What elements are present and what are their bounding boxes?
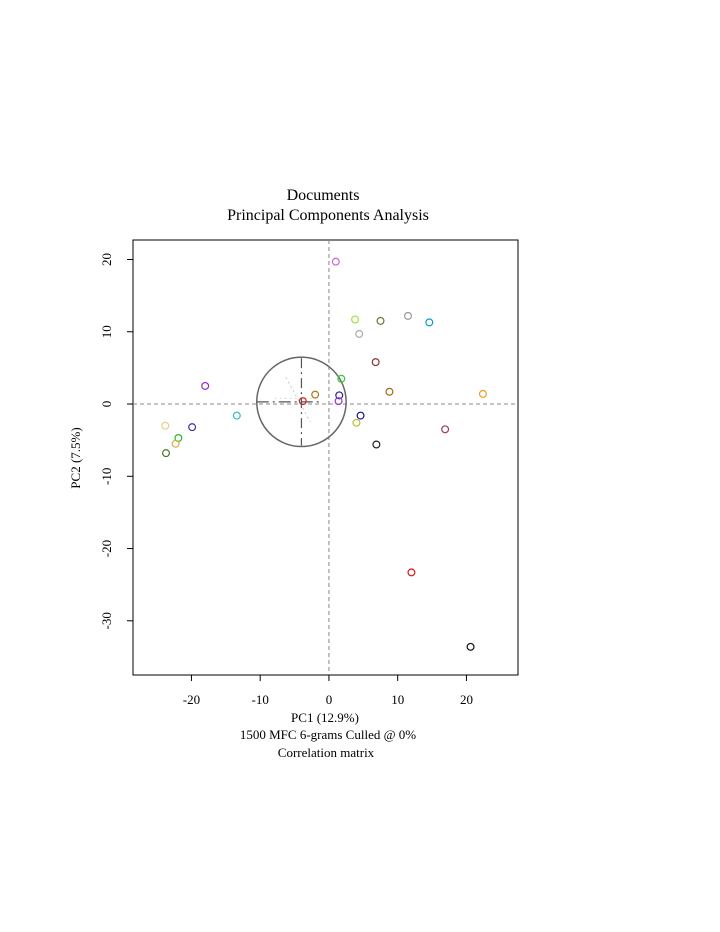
x-axis-label: PC1 (12.9%) (291, 710, 359, 725)
caption-line-1: 1500 MFC 6-grams Culled @ 0% (240, 727, 416, 742)
data-point (232, 411, 241, 420)
data-point (201, 381, 210, 390)
data-point (355, 329, 364, 338)
plot-frame (132, 239, 519, 676)
y-tick-label: 0 (99, 401, 114, 408)
axes: -20 -10 0 10 20 20 10 0 -10 -20 -30 (99, 253, 473, 707)
data-point (404, 311, 413, 320)
data-point (441, 425, 450, 434)
data-point (376, 316, 385, 325)
data-point (311, 390, 320, 399)
x-tick-label: 20 (460, 692, 473, 707)
y-tick-label: 20 (99, 253, 114, 266)
data-point (298, 397, 307, 406)
data-point (466, 642, 475, 651)
x-tick-label: 0 (326, 692, 333, 707)
data-point (337, 374, 346, 383)
data-point (356, 411, 365, 420)
y-tick-label: -10 (99, 468, 114, 485)
data-point (162, 449, 171, 458)
chart-subtitle: Principal Components Analysis (227, 207, 429, 224)
data-point (425, 318, 434, 327)
y-axis-label: PC2 (7.5%) (68, 427, 83, 488)
y-tick-label: 10 (99, 325, 114, 338)
loadings-inner-mark (285, 377, 311, 423)
data-point (351, 315, 360, 324)
data-point (188, 423, 197, 432)
caption-line-2: Correlation matrix (278, 745, 375, 760)
data-point (478, 389, 487, 398)
data-point (407, 568, 416, 577)
chart-title: Documents (287, 187, 360, 204)
loadings-circle-group (256, 356, 347, 448)
x-tick-label: -20 (183, 692, 200, 707)
data-point (331, 257, 340, 266)
data-points (161, 257, 487, 651)
data-point (385, 387, 394, 396)
y-tick-label: -30 (99, 612, 114, 629)
data-point (372, 440, 381, 449)
x-tick-label: 10 (391, 692, 404, 707)
y-tick-label: -20 (99, 540, 114, 557)
reference-lines (133, 240, 518, 675)
data-point (352, 418, 361, 427)
x-tick-label: -10 (252, 692, 269, 707)
data-point (334, 397, 343, 406)
data-point (161, 421, 170, 430)
data-point (171, 439, 180, 448)
data-point (335, 391, 344, 400)
data-point (371, 358, 380, 367)
